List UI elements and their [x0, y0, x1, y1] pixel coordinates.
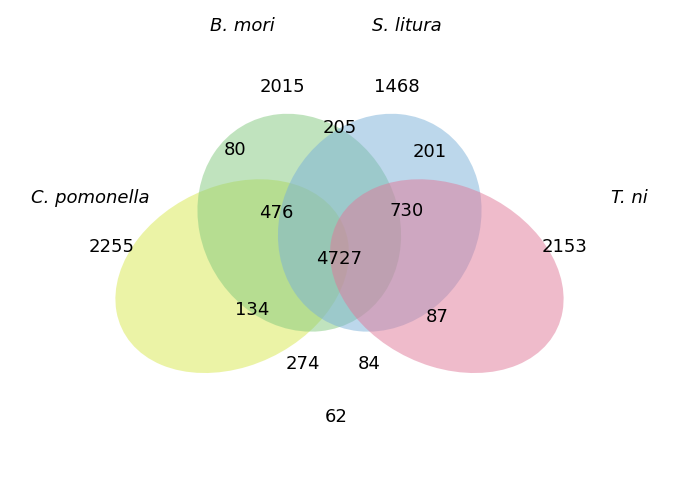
Text: 2015: 2015 [259, 78, 306, 96]
Text: B. mori: B. mori [210, 17, 274, 35]
Text: 4727: 4727 [316, 250, 363, 268]
Ellipse shape [330, 179, 564, 373]
Text: 80: 80 [224, 141, 247, 159]
Ellipse shape [115, 179, 349, 373]
Text: 84: 84 [359, 355, 381, 372]
Text: 1468: 1468 [373, 78, 420, 96]
Text: 2255: 2255 [88, 238, 134, 256]
Text: 274: 274 [285, 355, 320, 372]
Text: T. ni: T. ni [611, 189, 648, 207]
Text: 730: 730 [390, 202, 424, 219]
Text: 205: 205 [323, 119, 356, 137]
Text: 134: 134 [235, 301, 270, 319]
Text: 87: 87 [425, 308, 448, 327]
Text: S. litura: S. litura [372, 17, 441, 35]
Text: C. pomonella: C. pomonella [31, 189, 149, 207]
Text: 476: 476 [259, 204, 293, 222]
Text: 62: 62 [325, 408, 348, 426]
Ellipse shape [198, 114, 401, 331]
Text: 201: 201 [413, 143, 447, 162]
Ellipse shape [278, 114, 481, 331]
Text: 2153: 2153 [541, 238, 587, 256]
